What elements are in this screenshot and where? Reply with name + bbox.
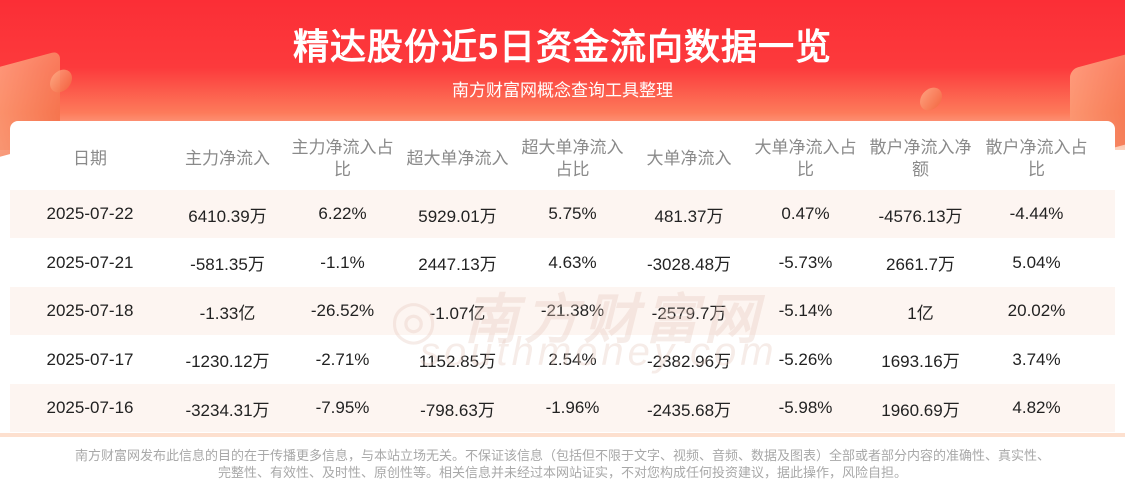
table-header: 日期 主力净流入 主力净流入占比 超大单净流入 超大单净流入占比 大单净流入 大单净流入占比… — [10, 129, 1115, 189]
table-cell: -2435.68万 — [646, 400, 732, 420]
table-cell: 2.54% — [548, 349, 597, 369]
table-cell: 1960.69万 — [881, 400, 960, 420]
table-cell: 6.22% — [318, 204, 367, 223]
table-cell: 2661.7万 — [886, 255, 955, 274]
table-row: 2025-07-18 -1.33亿 -26.52% -1.07亿 -21.38% -257… — [10, 287, 1115, 335]
column-header: 散户净流入净额 — [869, 138, 972, 179]
column-header: 主力净流入 — [185, 149, 270, 168]
column-header: 超大单净流入占比 — [521, 138, 624, 179]
table-cell: -2.71% — [315, 349, 370, 369]
disclaimer-line-2: 完整性、有效性、及时性、原创性等。相关信息并未经过本网站证实，不对您构成任何投资… — [217, 465, 907, 480]
table-cell: 6410.39万 — [188, 206, 267, 226]
table-cell: 1693.16万 — [881, 352, 960, 371]
table-cell: 1152.85万 — [418, 352, 497, 371]
table-cell: -581.35万 — [190, 255, 265, 274]
table-cell: -2579.7万 — [651, 303, 727, 323]
disclaimer-line-1: 南方财富网发布此信息的目的在于传播更多信息，与本站立场无关。不保证该信息（包括但… — [74, 448, 1050, 463]
date-cell: 2025-07-22 — [46, 204, 134, 223]
table-cell: -5.26% — [778, 349, 833, 369]
column-header: 日期 — [73, 149, 107, 168]
table-cell: 3.74% — [1012, 349, 1061, 369]
table-cell: -5.73% — [778, 252, 833, 272]
table-cell: 4.63% — [548, 252, 597, 272]
table-cell: -7.95% — [315, 398, 370, 417]
table-cell: 20.02% — [1007, 301, 1066, 320]
date-cell: 2025-07-16 — [46, 398, 134, 417]
table-row: 2025-07-22 6410.39万 6.22% 5929.01万 5.75% 481.… — [10, 190, 1115, 238]
table-cell: -4.44% — [1009, 204, 1064, 223]
table-row: 2025-07-17 -1230.12万 -2.71% 1152.85万 2.54% -2… — [10, 336, 1115, 384]
table-cell: 5.04% — [1012, 252, 1061, 272]
table-cell: -1.96% — [545, 398, 600, 417]
date-cell: 2025-07-18 — [46, 301, 134, 320]
table-cell: -798.63万 — [420, 400, 495, 420]
column-header: 大单净流入 — [646, 149, 732, 168]
table-cell: -26.52% — [310, 301, 375, 320]
page-title: 精达股份近5日资金流向数据一览 — [292, 26, 833, 67]
table-cell: -2382.96万 — [646, 352, 732, 371]
table-cell: -1230.12万 — [185, 352, 270, 371]
table-row: 2025-07-16 -3234.31万 -7.95% -798.63万 -1.96% -… — [10, 384, 1115, 432]
table-cell: -1.1% — [320, 252, 365, 272]
table-cell: 0.47% — [781, 204, 830, 223]
column-header: 超大单净流入 — [406, 149, 509, 168]
column-header: 散户净流入占比 — [985, 138, 1088, 179]
table-cell: -21.38% — [540, 301, 605, 320]
table-cell: -4576.13万 — [878, 206, 963, 226]
column-header: 主力净流入占比 — [291, 138, 394, 179]
table-cell: 2447.13万 — [418, 255, 497, 274]
table-cell: -5.98% — [778, 398, 833, 417]
disclaimer: 南方财富网发布此信息的目的在于传播更多信息，与本站立场无关。不保证该信息（包括但… — [40, 447, 1085, 481]
table-cell: -3028.48万 — [646, 255, 732, 274]
table-cell: 1亿 — [907, 303, 934, 323]
table-cell: -5.14% — [778, 301, 833, 320]
page-subtitle: 南方财富网概念查询工具整理 — [452, 81, 673, 100]
table-cell: 5.75% — [548, 204, 597, 223]
table-cell: -1.07亿 — [429, 303, 486, 323]
table-cell: 4.82% — [1012, 398, 1061, 417]
table-cell: -1.33亿 — [199, 303, 256, 323]
divider — [0, 433, 1125, 437]
date-cell: 2025-07-17 — [46, 349, 134, 369]
column-header: 大单净流入占比 — [754, 138, 857, 179]
table-cell: 481.37万 — [654, 206, 724, 226]
table-cell: -3234.31万 — [185, 400, 270, 420]
date-cell: 2025-07-21 — [46, 252, 134, 272]
data-table: 日期 主力净流入 主力净流入占比 超大单净流入 超大单净流入占比 大单净流入 大单净流入占比… — [10, 121, 1115, 433]
table-row: 2025-07-21 -581.35万 -1.1% 2447.13万 4.63% -302… — [10, 239, 1115, 287]
table-cell: 5929.01万 — [418, 206, 497, 226]
